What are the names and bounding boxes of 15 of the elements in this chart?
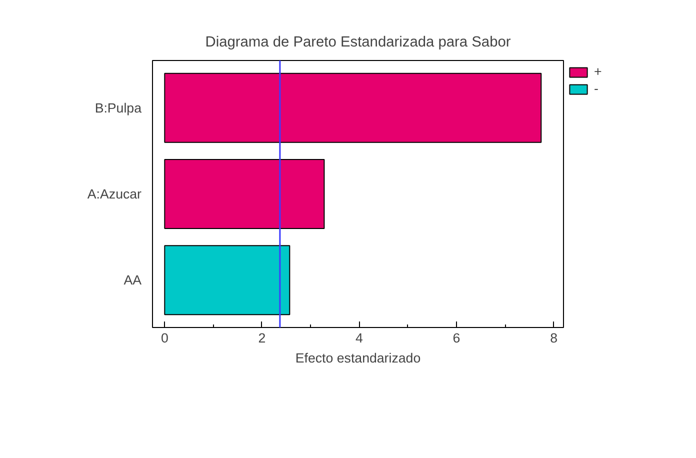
legend-label: + <box>594 64 603 79</box>
x-tick-label: 4 <box>356 330 364 346</box>
x-tick-label: 2 <box>258 330 266 346</box>
y-tick-label: A:Azucar <box>87 186 142 202</box>
chart-title: Diagrama de Pareto Estandarizada para Sabor <box>205 34 511 50</box>
bar <box>164 72 542 143</box>
x-tick-label: 0 <box>160 330 168 346</box>
x-axis-title: Efecto estandarizado <box>295 350 421 366</box>
legend-label: - <box>594 81 600 96</box>
x-tick-label: 6 <box>452 330 460 346</box>
x-tick-label: 8 <box>550 330 558 346</box>
y-tick-label: B:Pulpa <box>94 100 142 116</box>
y-tick-label: AA <box>124 272 142 288</box>
bar <box>164 245 290 316</box>
bar <box>164 159 325 229</box>
